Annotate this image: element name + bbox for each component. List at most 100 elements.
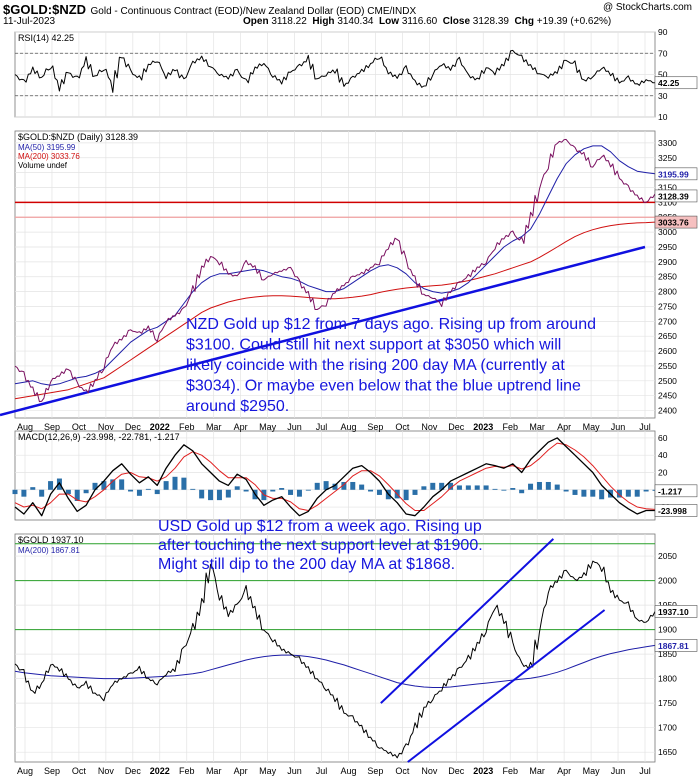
macd-histogram-bar [439,482,445,490]
x-tick-label: Nov [98,422,115,432]
copyright-label: @ StockCharts.com [602,2,692,13]
usd-close-tag: 1937.10 [658,607,689,617]
macd-histogram-bar [341,481,347,490]
nzd-price-line [14,138,656,403]
macd-histogram-bar [536,481,542,490]
x-tick-label: May [259,766,277,776]
nzd-y-tick-label: 2800 [658,287,677,297]
macd-histogram-bar [643,489,649,492]
symbol-title: $GOLD:$NZD [3,2,87,17]
low-label: Low [379,16,400,27]
macd-histogram-bar [145,488,151,490]
macd-histogram-bar [30,487,36,490]
x-tick-label: 2023 [473,766,493,776]
macd-histogram-bar [519,489,525,494]
nzd-y-tick-label: 2950 [658,242,677,252]
nzd-y-tick-label: 2450 [658,391,677,401]
macd-histogram-bar [545,481,551,490]
macd-histogram-bar [456,485,462,490]
x-tick-label: Nov [98,766,115,776]
macd-histogram-bar [616,489,622,498]
macd-histogram-bar [270,489,276,492]
macd-histogram-bar [216,489,222,501]
macd-line [14,437,655,517]
macd-histogram-bar [181,477,187,490]
high-value: 3140.34 [337,16,374,27]
rsi-y-tick-label: 90 [658,27,668,37]
macd-histogram-bar [199,489,205,499]
x-tick-label: Apr [234,766,248,776]
nzd-y-tick-label: 2600 [658,346,677,356]
x-tick-label: Sep [367,422,383,432]
x-tick-label: Mar [529,422,545,432]
x-tick-label: Mar [206,766,222,776]
nzd-annotation-line: $3034). Or maybe even below that the blu… [186,378,581,395]
nzd-annotation-line: likely coincide with the rising 200 day … [186,357,565,374]
macd-histogram-bar [554,484,560,490]
usd-y-tick-label: 1900 [658,625,677,635]
x-tick-label: Feb [502,422,518,432]
high-label: High [312,16,335,27]
macd-histogram-bar [21,489,27,497]
macd-histogram-bar [403,489,409,501]
nzd-legend: $GOLD:$NZD (Daily) 3128.39 [18,132,138,142]
date-label: 11-Jul-2023 [3,16,56,27]
nzd-annotation-line: $3100. Could still hit next support at $… [186,337,561,354]
x-tick-label: Nov [421,422,438,432]
nzd-ma50-tag: 3195.99 [658,169,689,179]
usd-price-line [14,560,656,759]
symbol-description: Gold - Continuous Contract (EOD)/New Zea… [90,6,417,17]
x-tick-label: Dec [125,766,142,776]
x-tick-label: Jun [287,766,302,776]
x-tick-label: Feb [179,766,195,776]
x-tick-label: Apr [557,422,571,432]
macd-histogram-bar [368,489,374,492]
macd-frame [14,430,656,521]
macd-legend: MACD(12,26,9) -23.998, -22.781, -1.217 [18,432,180,442]
macd-histogram-bar [563,489,569,492]
macd-histogram-bar [12,489,18,495]
usd-y-tick-label: 1700 [658,723,677,733]
usd-y-tick-label: 2050 [658,551,677,561]
macd-histogram-bar [359,484,365,490]
macd-histogram-bar [119,479,125,490]
close-label: Close [442,16,471,27]
rsi-legend: RSI(14) 42.25 [18,33,74,43]
nzd-y-tick-label: 2550 [658,361,677,371]
x-tick-label: Mar [529,766,545,776]
macd-histogram-bar [225,489,231,498]
nzd-y-tick-label: 2700 [658,316,677,326]
usd-y-tick-label: 1850 [658,649,677,659]
macd-histogram-bar [510,488,516,490]
rsi-y-tick-label: 50 [658,70,668,80]
macd-histogram-bar [279,488,285,490]
usd-y-tick-label: 1800 [658,674,677,684]
macd-histogram-bar [474,485,480,490]
x-tick-label: Oct [72,422,87,432]
ohlc-summary: Open 3118.22 High 3140.34 Low 3116.60 Cl… [243,16,611,27]
x-tick-label: Dec [448,422,465,432]
macd-histogram-bar [190,488,196,490]
usd-y-tick-label: 1950 [658,600,677,610]
macd-histogram-bar [350,481,356,490]
macd-y-tick-label: 40 [658,450,668,460]
usd-channel-upper [380,538,555,704]
nzd-y-tick-label: 3100 [658,197,677,207]
macd-last-tag-box [654,504,698,517]
macd-histogram-bar [128,489,134,492]
macd-histogram-bar [48,481,54,490]
macd-y-tick-label: 20 [658,467,668,477]
nzd-ma200-tag-box [654,215,698,229]
macd-histogram-bar [430,482,436,490]
x-tick-label: Oct [395,422,410,432]
macd-histogram-bar [483,485,489,490]
nzd-close-tag: 3128.39 [658,191,689,201]
macd-histogram-bar [572,489,578,495]
macd-histogram-bar [376,489,382,495]
x-tick-label: Oct [395,766,410,776]
x-tick-label: Jun [611,422,626,432]
macd-histogram-bar [625,489,631,497]
nzd-ma50-legend: MA(50) 3195.99 [18,143,76,152]
x-tick-label: Jul [639,766,651,776]
